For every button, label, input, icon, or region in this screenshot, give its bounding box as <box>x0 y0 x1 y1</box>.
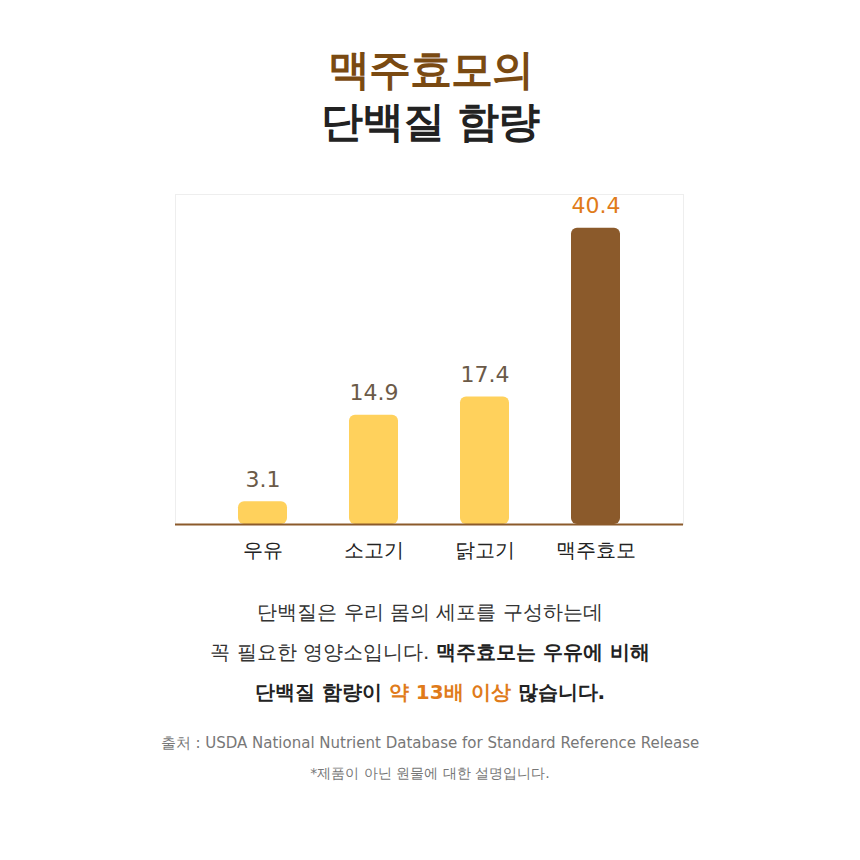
html-text:단백질 함량: 단백질 함량 <box>320 97 540 146</box>
html-text:맥주효모의: 맥주효모의 <box>327 45 533 94</box>
html-text:단백질 함량이약 13배 이상많습니다.: 단백질 함량이약 13배 이상많습니다. <box>254 680 606 704</box>
html-text:출처 : USDA National Nutrient Da: 출처 : USDA National Nutrient Database for… <box>160 734 700 752</box>
svg-text:소고기: 소고기 <box>344 538 404 562</box>
svg-text:우유: 우유 <box>243 538 283 562</box>
svg-text:14.9: 14.9 <box>350 380 399 405</box>
svg-text:닭고기: 닭고기 <box>455 538 515 562</box>
html-text:단백질은 우리 몸의 세포를 구성하는데: 단백질은 우리 몸의 세포를 구성하는데 <box>257 600 603 624</box>
svg-text:3.1: 3.1 <box>246 467 281 492</box>
html-text:꼭 필요한 영양소입니다.맥주효모는 우유에 비해: 꼭 필요한 영양소입니다.맥주효모는 우유에 비해 <box>210 640 650 664</box>
svg-text:맥주효모: 맥주효모 <box>556 538 636 562</box>
svg-text:40.4: 40.4 <box>572 193 621 218</box>
svg-text:17.4: 17.4 <box>461 362 510 387</box>
html-text:*제품이 아닌 원물에 대한 설명입니다.: *제품이 아닌 원물에 대한 설명입니다. <box>310 765 550 781</box>
